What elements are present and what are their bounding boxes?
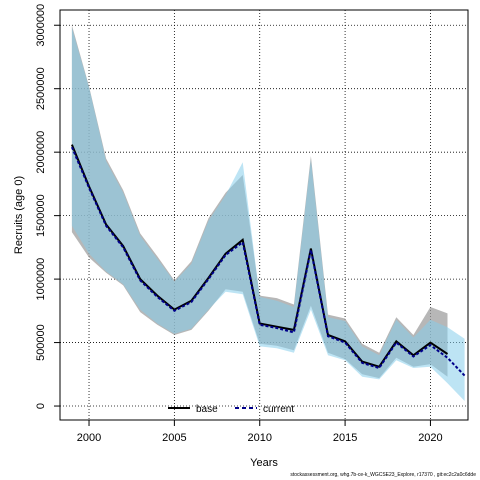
x-tick-label: 2010	[247, 432, 271, 444]
x-tick-label: 2000	[77, 432, 101, 444]
series-lines	[70, 144, 466, 377]
series-line-current	[70, 146, 466, 377]
y-tick-label: 500000	[35, 324, 47, 361]
y-axis-title: Recruits (age 0)	[13, 176, 25, 254]
grid	[60, 10, 468, 420]
legend-label-current: current	[263, 404, 294, 415]
y-tick-label: 2500000	[35, 67, 47, 110]
x-tick-label: 2020	[418, 432, 442, 444]
plot-frame	[59, 9, 469, 421]
y-tick-label: 2000000	[35, 131, 47, 174]
y-tick-label: 1000000	[35, 258, 47, 301]
legend: base current	[168, 404, 294, 415]
y-axis: 0 500000 1000000 1500000 2000000 2500000 30000…	[35, 4, 60, 409]
x-tick-label: 2015	[333, 432, 357, 444]
x-axis-title: Years	[250, 457, 278, 469]
x-axis: 2000 2005 2010 2015 2020	[77, 420, 443, 444]
y-tick-label: 3000000	[35, 4, 47, 47]
confidence-bands	[71, 25, 465, 402]
x-tick-label: 2005	[162, 432, 186, 444]
y-tick-label: 1500000	[35, 194, 47, 237]
source-caption: stockassessment.org, whg.7b-ce-k_WGCSE23…	[290, 472, 476, 478]
y-tick-label: 0	[35, 403, 47, 409]
legend-label-base: base	[196, 404, 218, 415]
confidence-band-current	[71, 27, 465, 402]
